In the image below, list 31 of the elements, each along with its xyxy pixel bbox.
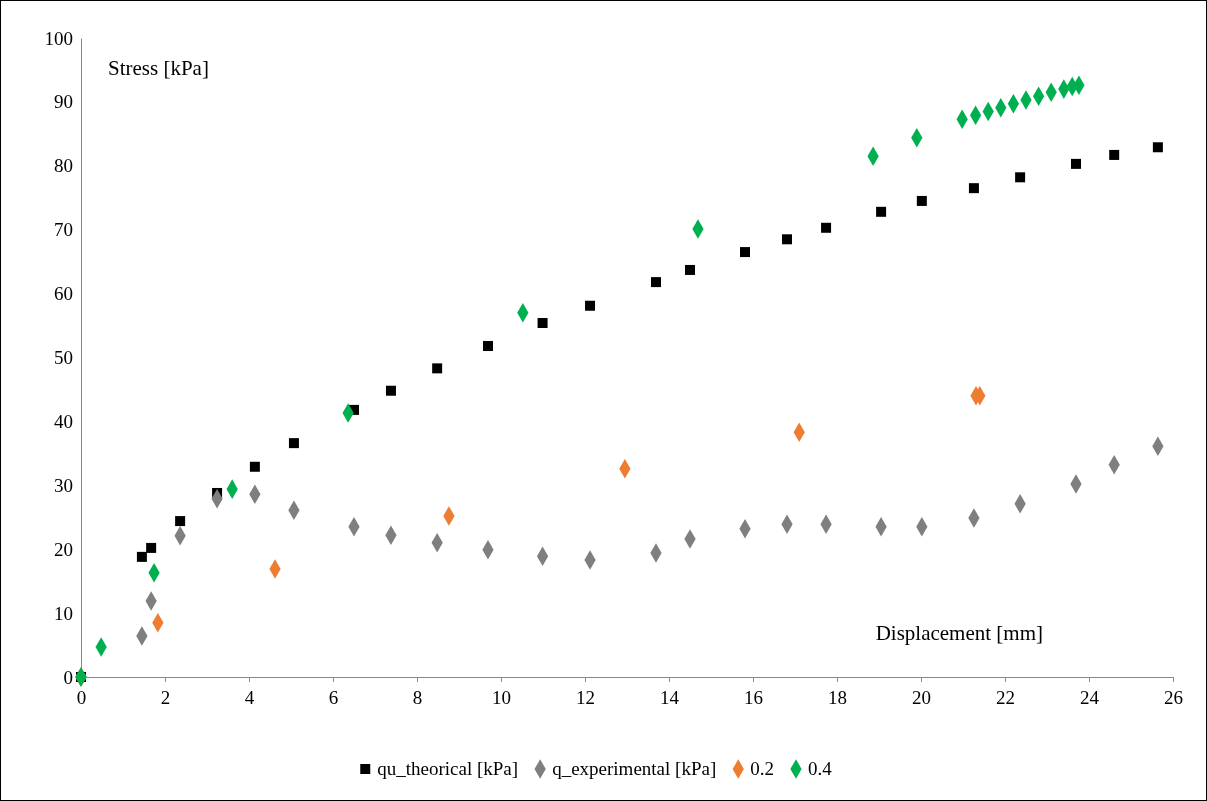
x-tick-label: 0 [76,687,87,708]
y-tick-label: 20 [54,538,73,560]
x-tick-label: 10 [492,687,511,708]
y-tick-label: 90 [54,91,73,113]
x-tick-label: 26 [1164,687,1183,708]
x-tick-label: 18 [828,687,847,708]
y-tick-label: 50 [54,347,73,369]
legend-label: 0.2 [750,758,774,779]
x-tick-label: 20 [912,687,931,708]
y-tick-label: 40 [54,410,73,432]
x-tick-label: 14 [660,687,680,708]
x-tick-label: 22 [996,687,1015,708]
y-tick-label: 10 [54,602,73,624]
x-tick-label: 6 [328,687,339,708]
y-tick-label: 0 [63,666,73,688]
x-tick-label: 2 [160,687,171,708]
x-axis-title: Displacement [mm] [875,621,1043,645]
legend-label: 0.4 [807,758,833,779]
y-tick-label: 70 [54,219,73,241]
y-tick-label: 30 [54,474,73,496]
x-tick-label: 24 [1080,687,1100,708]
x-tick-label: 8 [412,687,423,708]
y-tick-label: 80 [54,155,73,177]
x-tick-label: 4 [244,687,255,708]
x-tick-label: 12 [576,687,595,708]
x-tick-label: 16 [744,687,763,708]
y-axis-title: Stress [kPa] [108,56,209,80]
legend-label: q_experimental [kPa] [552,758,717,779]
legend-label: qu_theorical [kPa] [377,758,519,779]
y-tick-label: 100 [44,27,73,49]
y-tick-label: 60 [54,283,73,305]
